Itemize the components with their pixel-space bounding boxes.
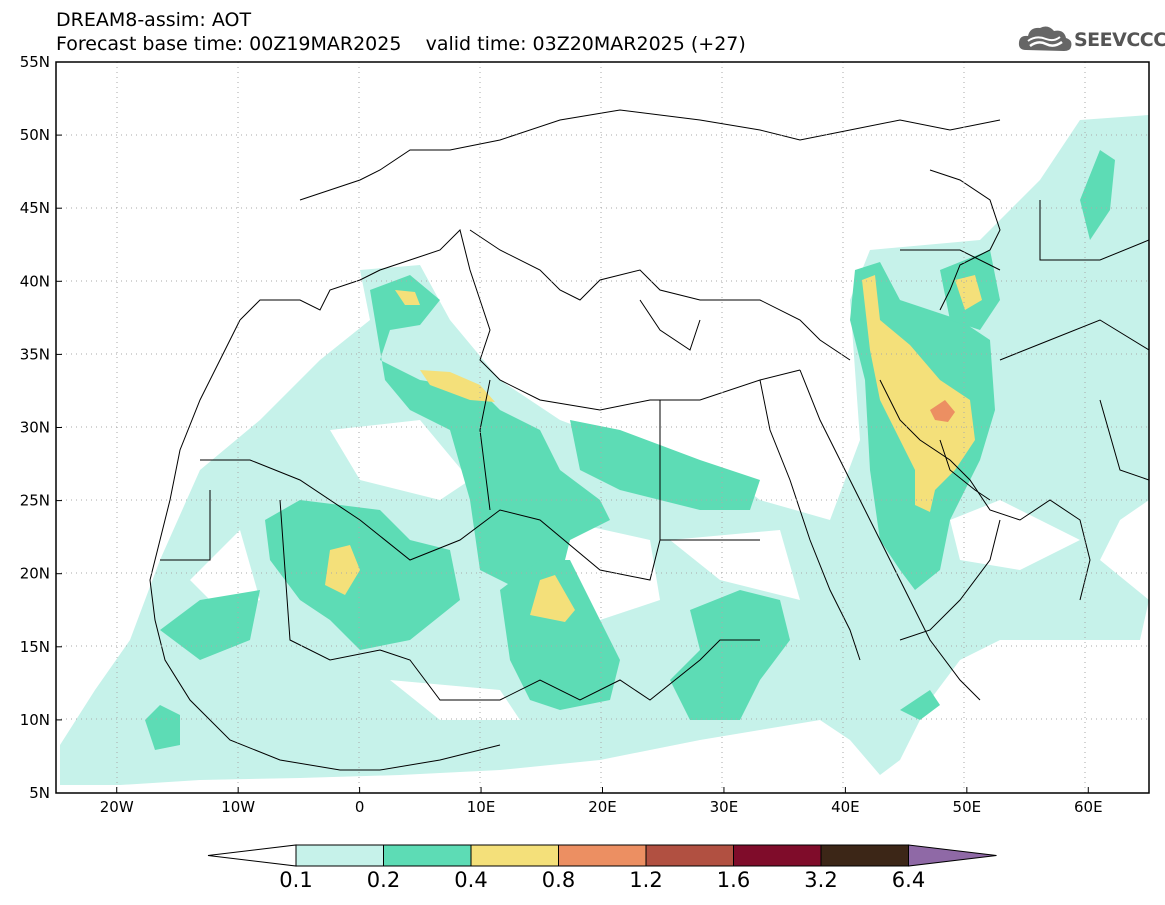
- grid-lines: [56, 62, 1149, 793]
- colorbar-segment: [733, 844, 822, 867]
- lat-tick-label: 25N: [20, 492, 50, 510]
- aot-contour-0.4: [420, 370, 495, 402]
- aot-contour-0.2: [370, 275, 610, 590]
- lon-tick-label: 50E: [953, 798, 982, 816]
- lon-tick-label: 10W: [221, 798, 255, 816]
- colorbar-segment: [383, 844, 472, 867]
- colorbar-max-arrow: [908, 844, 997, 867]
- colorbar-label: 0.1: [279, 868, 313, 892]
- lon-tick-label: 40E: [831, 798, 860, 816]
- lat-tick-label: 20N: [20, 565, 50, 583]
- colorbar-segment: [295, 844, 384, 867]
- lat-tick-label: 30N: [20, 419, 50, 437]
- logo-text: SEEVCCC: [1074, 29, 1165, 51]
- clear-area: [330, 420, 470, 500]
- colorbar-label: 0.2: [366, 868, 401, 892]
- lon-tick-label: 10E: [467, 798, 496, 816]
- colorbar-label: 0.4: [454, 868, 488, 892]
- lat-tick-label: 15N: [20, 638, 50, 656]
- colorbar-label: 3.2: [804, 868, 838, 892]
- lat-tick-label: 55N: [20, 53, 50, 71]
- colorbar-label: 0.8: [541, 868, 576, 892]
- aot-contour-0.2: [1080, 150, 1115, 240]
- aot-contour-0.4: [325, 545, 360, 595]
- colorbar-label: 1.6: [716, 868, 751, 892]
- forecast-times: Forecast base time: 00Z19MAR2025 valid t…: [56, 33, 746, 55]
- lon-tick-label: 20W: [100, 798, 134, 816]
- clear-area: [670, 530, 800, 600]
- colorbar-segment: [558, 844, 647, 867]
- aot-contour-0.2: [265, 500, 460, 650]
- clear-area: [190, 530, 260, 610]
- aot-contour-0.2: [570, 420, 760, 510]
- colorbar-segment: [820, 844, 909, 867]
- aot-contour-0.4: [862, 275, 975, 512]
- lat-tick-label: 5N: [29, 784, 50, 802]
- aot-contour-0.4: [955, 275, 982, 310]
- map-title: DREAM8-assim: AOT: [56, 9, 252, 31]
- colorbar-segment: [470, 844, 559, 867]
- colorbar-segment: [645, 844, 734, 867]
- colorbar-min-arrow: [207, 844, 297, 867]
- aot-contour-0.8: [930, 400, 955, 422]
- lon-tick-label: 60E: [1074, 798, 1103, 816]
- lat-tick-label: 10N: [20, 711, 50, 729]
- colorbar-label: 1.2: [629, 868, 663, 892]
- aot-contour-0.2: [900, 690, 940, 720]
- colorbar: [207, 844, 997, 867]
- aot-contour-0.4: [395, 290, 420, 305]
- aot-contour-0.2: [670, 590, 790, 720]
- seevccc-logo: SEEVCCC: [1016, 22, 1165, 58]
- clear-area: [950, 500, 1080, 570]
- lat-tick-label: 45N: [20, 199, 50, 217]
- longitude-axis: 20W 10W 0 10E 20E 30E 40E 50E 60E: [100, 787, 1103, 816]
- aot-contour-0.2: [160, 590, 260, 660]
- lon-tick-label: 0: [355, 798, 365, 816]
- lat-tick-label: 35N: [20, 345, 50, 363]
- aot-contour-0.4: [530, 575, 575, 622]
- lon-tick-label: 20E: [588, 798, 617, 816]
- lat-tick-label: 40N: [20, 272, 50, 290]
- lon-tick-label: 30E: [710, 798, 739, 816]
- aot-contour-0.2: [145, 705, 180, 750]
- cloud-logo-icon: [1018, 26, 1072, 51]
- colorbar-label: 6.4: [891, 868, 926, 892]
- map-content: [56, 62, 1149, 793]
- latitude-axis: 55N 50N 45N 40N 35N 30N 25N 20N 15N 10N 5N: [20, 53, 62, 802]
- lat-tick-label: 50N: [20, 126, 50, 144]
- aot-contour-0.2: [500, 560, 620, 710]
